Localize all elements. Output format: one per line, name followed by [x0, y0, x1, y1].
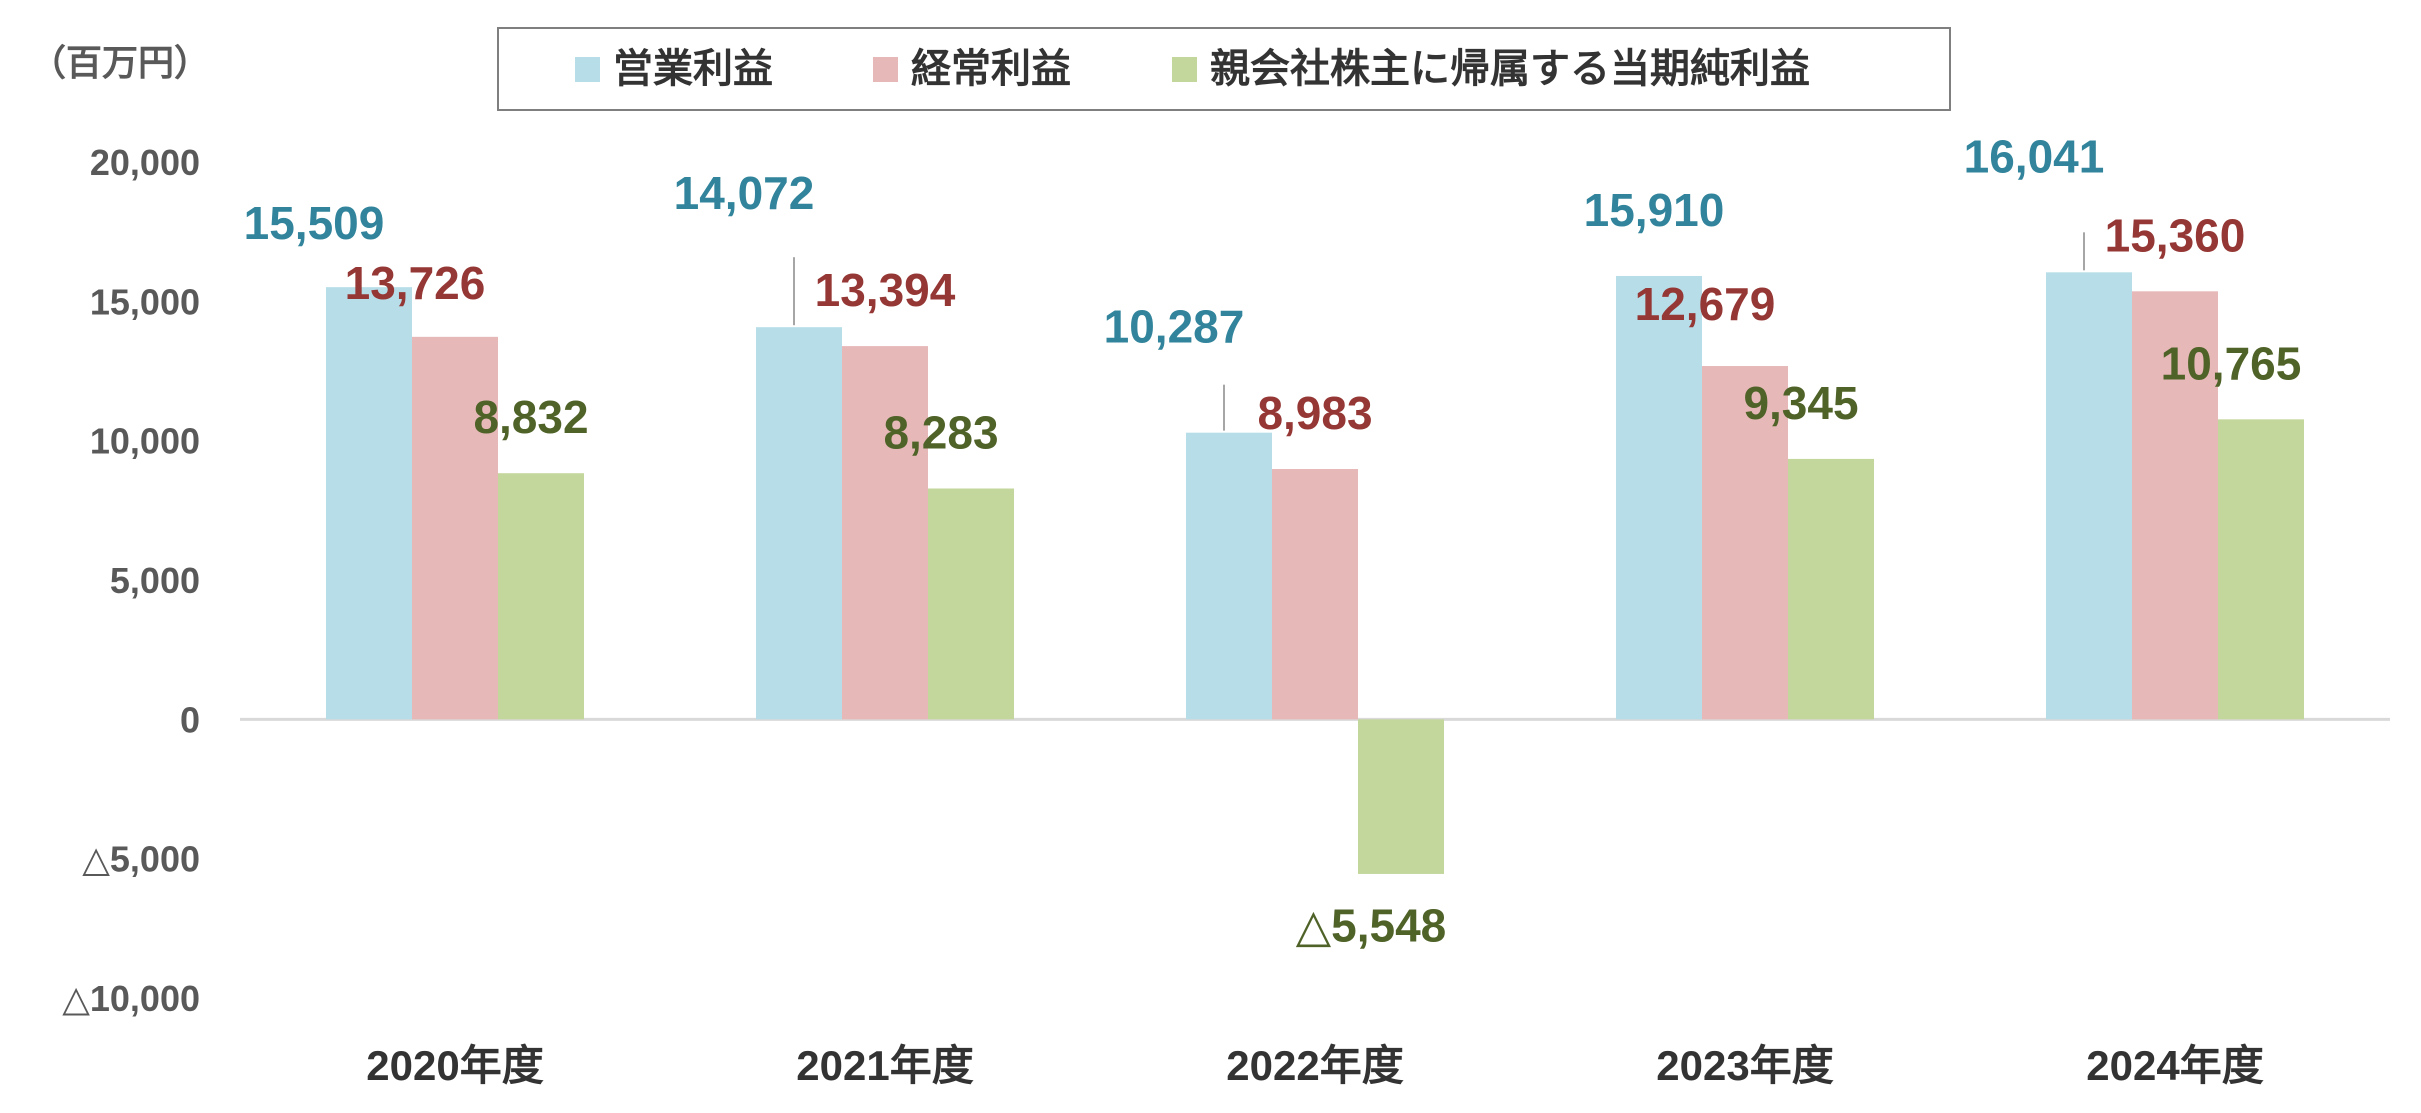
legend-entry-label: 営業利益: [613, 47, 773, 91]
data-label: 10,287: [1104, 301, 1245, 353]
bar-net-2: [1358, 719, 1444, 874]
bar-ordinary-1: [842, 346, 928, 720]
data-label: 8,283: [883, 407, 998, 459]
bar-net-4: [2218, 419, 2304, 720]
bar-ordinary-0: [412, 336, 498, 720]
data-label: △5,548: [1296, 899, 1447, 951]
bar-operating-2: [1186, 432, 1272, 720]
unit-label: （百万円）: [30, 42, 210, 83]
data-label: 15,360: [2105, 209, 2246, 261]
legend-entry-label: 経常利益: [911, 47, 1071, 91]
x-category-label: 2024年度: [2086, 1042, 2263, 1089]
bar-net-0: [498, 473, 584, 720]
data-label: 16,041: [1964, 130, 2105, 182]
x-category-label: 2020年度: [366, 1042, 543, 1089]
bar-operating-0: [326, 287, 412, 720]
data-label: 15,509: [244, 197, 385, 249]
y-tick-label: 5,000: [110, 560, 200, 601]
legend-swatch: [873, 57, 898, 82]
data-label: 13,726: [345, 257, 486, 309]
data-label: 14,072: [674, 167, 815, 219]
x-category-label: 2022年度: [1226, 1042, 1403, 1089]
data-label: 10,765: [2161, 337, 2302, 389]
bar-operating-3: [1616, 275, 1702, 720]
y-tick-label: △5,000: [82, 839, 200, 880]
bar-operating-1: [756, 327, 842, 720]
bar-operating-4: [2046, 272, 2132, 720]
y-tick-label: △10,000: [62, 978, 200, 1019]
y-tick-label: 20,000: [90, 142, 200, 183]
data-label: 9,345: [1743, 377, 1858, 429]
bar-ordinary-4: [2132, 291, 2218, 720]
legend-entry-label: 親会社株主に帰属する当期純利益: [1210, 47, 1810, 91]
data-label: 13,394: [815, 264, 956, 316]
x-category-label: 2023年度: [1656, 1042, 1833, 1089]
bar-ordinary-2: [1272, 469, 1358, 720]
y-tick-label: 0: [180, 699, 200, 740]
y-tick-label: 15,000: [90, 281, 200, 322]
bar-net-3: [1788, 458, 1874, 720]
data-label: 8,832: [473, 391, 588, 443]
y-tick-label: 10,000: [90, 421, 200, 462]
bar-net-1: [928, 488, 1014, 720]
x-category-label: 2021年度: [796, 1042, 973, 1089]
legend-swatch: [575, 57, 600, 82]
data-label: 8,983: [1257, 387, 1372, 439]
legend-swatch: [1172, 57, 1197, 82]
legend-box: [497, 27, 1951, 111]
data-label: 15,910: [1584, 184, 1725, 236]
data-label: 12,679: [1635, 278, 1776, 330]
bar-ordinary-3: [1702, 366, 1788, 720]
